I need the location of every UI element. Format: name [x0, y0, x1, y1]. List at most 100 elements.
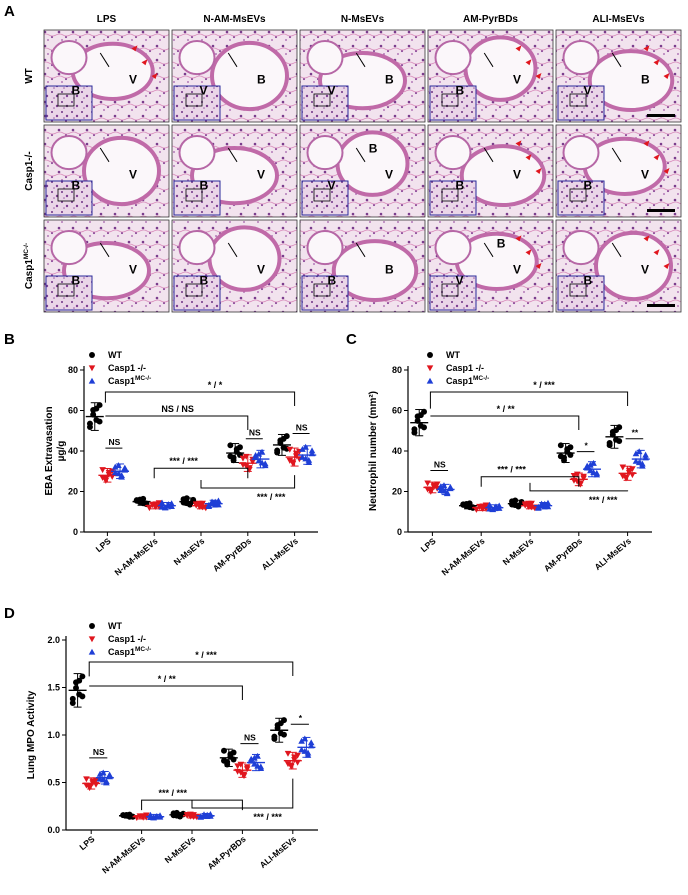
- structure-label: V: [129, 72, 137, 86]
- data-point: [227, 453, 234, 460]
- y-tick-label: 40: [392, 446, 402, 456]
- significance-bracket: [88, 661, 294, 677]
- airway-lumen: [562, 40, 600, 76]
- structure-label: V: [200, 83, 208, 97]
- data-point: [619, 464, 627, 471]
- significance-label: *** / ***: [589, 495, 618, 505]
- y-tick-label: 0: [397, 527, 402, 537]
- red-arrowhead-icon: [515, 45, 522, 52]
- structure-label: B: [584, 178, 593, 192]
- structure-label: B: [385, 72, 394, 86]
- significance-bracket: [104, 391, 296, 406]
- y-tick-label: 2.0: [47, 635, 60, 645]
- inset-box: [441, 93, 459, 107]
- y-axis-label: Lung MPO Activity: [26, 690, 37, 779]
- red-arrowhead-icon: [535, 263, 542, 269]
- airway-lumen: [306, 40, 344, 76]
- inset-overview: [557, 275, 605, 311]
- significance-label: NS: [109, 437, 121, 447]
- significance-label: NS: [249, 428, 261, 438]
- x-tick-label: AM-PyrBDs: [205, 834, 247, 872]
- row-label: WT: [24, 68, 35, 84]
- measure-arrow: [611, 242, 622, 258]
- structure-label: V: [129, 167, 137, 181]
- significance-bracket: [480, 476, 580, 487]
- airway-lumen: [306, 135, 344, 171]
- data-point: [102, 477, 110, 484]
- micrograph-cell: VB: [555, 219, 682, 313]
- significance-label: **: [632, 428, 639, 438]
- red-arrowhead-icon: [515, 235, 522, 242]
- data-point: [486, 501, 493, 508]
- micrograph-cell: VB: [43, 124, 170, 218]
- significance-bracket: [191, 778, 294, 809]
- micrograph-cell: VB: [171, 124, 298, 218]
- data-point: [155, 500, 163, 507]
- structure-label: V: [641, 167, 649, 181]
- airway-lumen: [434, 135, 472, 171]
- micrograph-cell: BB: [299, 219, 426, 313]
- legend-marker: [89, 623, 95, 629]
- data-point: [642, 451, 649, 458]
- significance-label: *: [584, 441, 588, 451]
- significance-bracket: [430, 415, 580, 430]
- data-point: [115, 462, 122, 469]
- data-point: [261, 462, 269, 469]
- data-point: [205, 501, 213, 508]
- red-arrowhead-icon: [653, 154, 660, 161]
- column-header: N-AM-MsEVs: [203, 14, 266, 25]
- data-point: [111, 463, 119, 470]
- data-point: [299, 445, 306, 452]
- x-tick-label: LPS: [94, 536, 113, 554]
- data-point: [421, 424, 427, 431]
- significance-label: NS: [434, 460, 446, 470]
- scale-bar: [647, 114, 675, 117]
- data-point: [92, 781, 100, 788]
- column-header: N-MsEVs: [341, 14, 385, 25]
- airway-lumen: [562, 230, 600, 266]
- scale-bar: [647, 209, 675, 212]
- inset-overview: [173, 180, 221, 216]
- red-arrowhead-icon: [141, 59, 148, 66]
- data-point: [86, 785, 93, 792]
- data-point: [215, 501, 222, 508]
- measure-arrow: [355, 52, 366, 68]
- significance-label: NS / NS: [161, 404, 194, 414]
- legend-label: Casp1MC-/-: [108, 646, 151, 657]
- structure-label: B: [641, 72, 650, 86]
- data-point: [284, 750, 292, 757]
- x-tick-label: N-MsEVs: [172, 536, 207, 568]
- inset-box: [313, 283, 331, 297]
- micrograph-cell: BV: [555, 29, 682, 123]
- data-point: [482, 502, 490, 509]
- vessel-lumen: [210, 40, 289, 112]
- vessel-lumen: [594, 230, 673, 302]
- data-point: [79, 673, 86, 680]
- red-arrowhead-icon: [525, 59, 532, 66]
- structure-label: V: [257, 167, 265, 181]
- significance-label: * / **: [497, 404, 516, 414]
- micrograph-cell: VB: [171, 219, 298, 313]
- data-point: [424, 480, 431, 487]
- airway-lumen: [434, 40, 472, 76]
- micrograph-cell: VB: [555, 124, 682, 218]
- x-tick-label: N-MsEVs: [501, 536, 536, 568]
- measure-arrow: [227, 242, 238, 258]
- data-point: [473, 506, 480, 513]
- inset-overview: [429, 85, 477, 121]
- data-point: [535, 503, 542, 510]
- inset-overview: [301, 275, 349, 311]
- data-point: [249, 459, 256, 466]
- y-tick-label: 80: [392, 365, 402, 375]
- inset-overview: [429, 180, 477, 216]
- data-point: [96, 775, 104, 782]
- significance-label: * / *: [208, 380, 223, 390]
- red-arrowhead-icon: [535, 73, 542, 79]
- measure-arrow: [611, 147, 622, 163]
- data-point: [69, 700, 76, 707]
- y-tick-label: 0: [73, 527, 78, 537]
- inset-overview: [429, 275, 477, 311]
- significance-label: *: [299, 713, 303, 723]
- measure-arrow: [483, 147, 494, 163]
- measure-arrow: [227, 147, 238, 163]
